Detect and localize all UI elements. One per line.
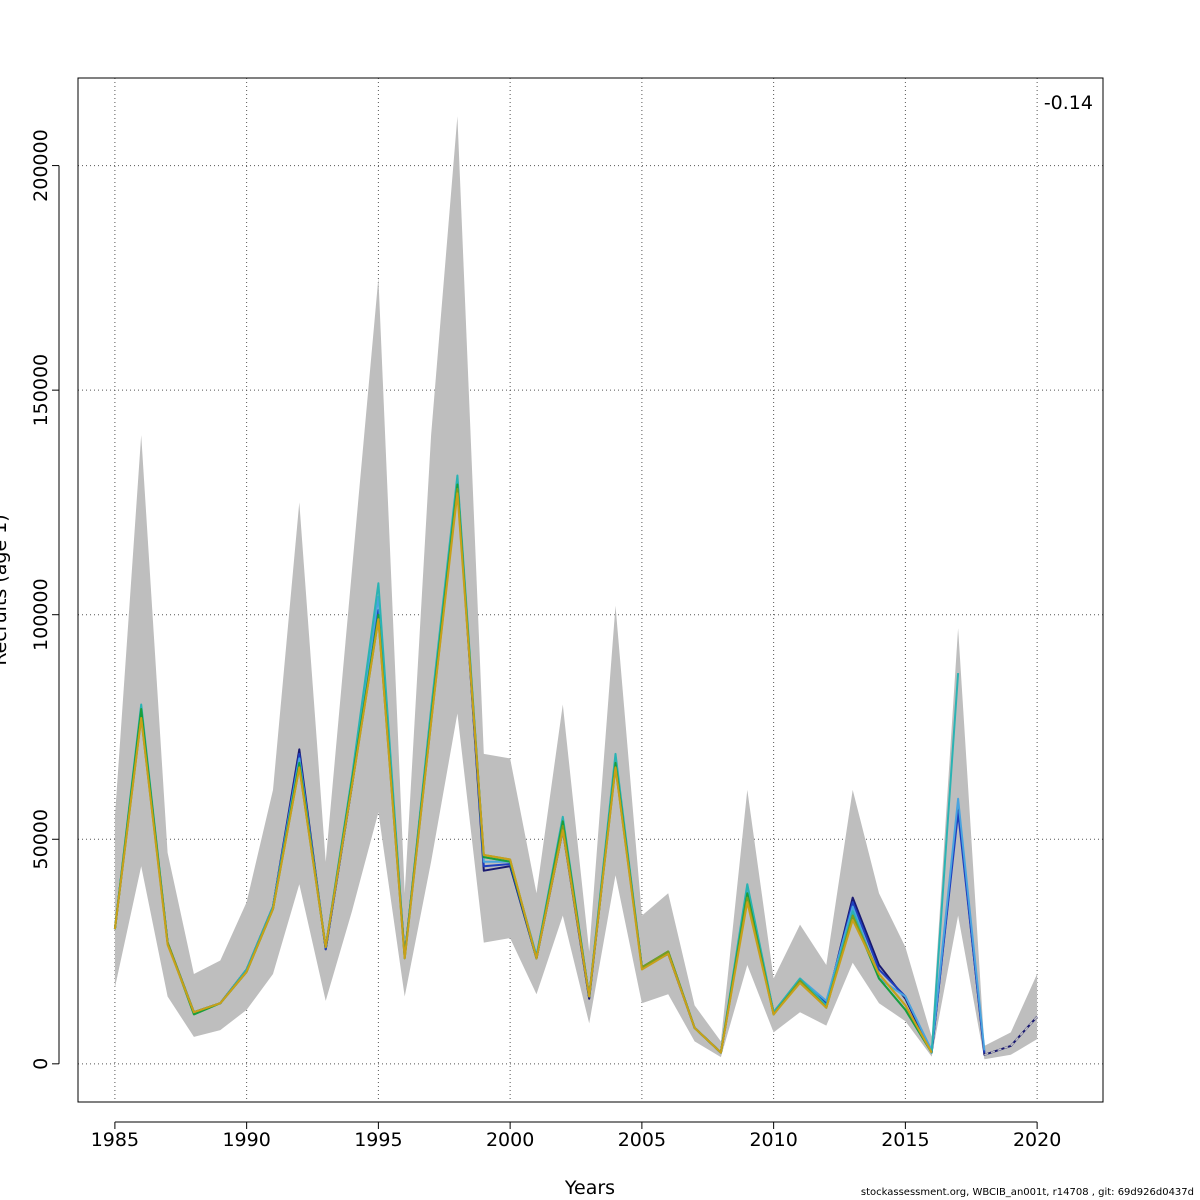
x-tick-label: 2020 bbox=[1013, 1129, 1061, 1151]
plot-frame bbox=[77, 77, 1104, 1103]
y-tick-label: 0 bbox=[30, 1058, 52, 1070]
y-tick-label: 100000 bbox=[30, 578, 52, 651]
series-layer bbox=[113, 474, 1038, 1056]
corner-value-label: -0.14 bbox=[1044, 92, 1093, 114]
y-tick-label: 50000 bbox=[30, 809, 52, 869]
series-line-7 bbox=[113, 492, 933, 1054]
x-tick-label: 2010 bbox=[749, 1129, 797, 1151]
x-axis-label: Years bbox=[564, 1177, 615, 1199]
y-axis-label: Recruits (age 1) bbox=[0, 514, 11, 665]
x-tick-label: 1995 bbox=[354, 1129, 402, 1151]
x-tick-label: 2005 bbox=[618, 1129, 666, 1151]
footer-credit: stockassessment.org, WBCIB_an001t, r1470… bbox=[860, 1187, 1194, 1198]
y-tick-label: 200000 bbox=[30, 129, 52, 202]
y-tick-label: 150000 bbox=[30, 354, 52, 427]
x-tick-label: 1990 bbox=[222, 1129, 270, 1151]
x-tick-label: 1985 bbox=[91, 1129, 139, 1151]
axes: 1985 1990 1995 2000 2005 2010 2015 2020 0 50000 10… bbox=[30, 129, 1061, 1151]
x-tick-label: 2015 bbox=[881, 1129, 929, 1151]
x-tick-label: 2000 bbox=[486, 1129, 534, 1151]
projection-dashed-line bbox=[984, 1016, 1038, 1056]
